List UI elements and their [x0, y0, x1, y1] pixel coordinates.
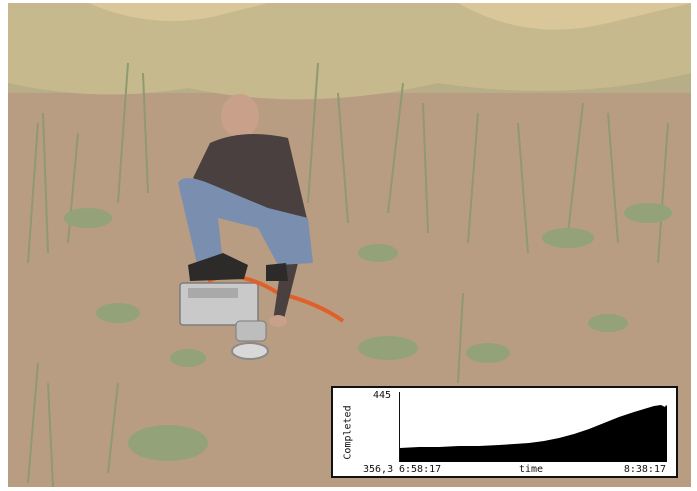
- chart-ylabel: Completed: [337, 388, 359, 476]
- grass-stalks: [27, 62, 669, 487]
- x-start-label: 6:58:17: [399, 464, 442, 475]
- wheat-highlight-2: [458, 3, 691, 30]
- y-min-label: 356,3: [363, 464, 394, 475]
- hand-right: [269, 315, 287, 327]
- ylabel-text: Completed: [342, 404, 354, 460]
- head: [221, 94, 259, 138]
- weed-plants: [64, 203, 672, 461]
- blue-jeans: [178, 178, 313, 268]
- completed-over-time-chart: Completed 445 356,3 6:58:17 time 8:38:17: [331, 386, 678, 478]
- y-max-label: 445: [373, 390, 392, 401]
- chart-svg: [399, 392, 667, 462]
- person-crouching: [178, 94, 313, 327]
- chart-plot-area: [399, 392, 667, 462]
- soil-collar: [231, 342, 269, 360]
- wheat-field-back: [8, 3, 691, 100]
- x-end-label: 8:38:17: [623, 464, 666, 475]
- dark-sweater: [193, 134, 308, 323]
- soil-chamber: [235, 320, 267, 342]
- shoe-right: [266, 263, 288, 281]
- x-axis-label: time: [519, 464, 544, 475]
- wheat-highlight: [88, 3, 268, 21]
- area-series: [400, 405, 667, 462]
- shoe-left: [188, 253, 248, 281]
- device-display: [188, 288, 238, 298]
